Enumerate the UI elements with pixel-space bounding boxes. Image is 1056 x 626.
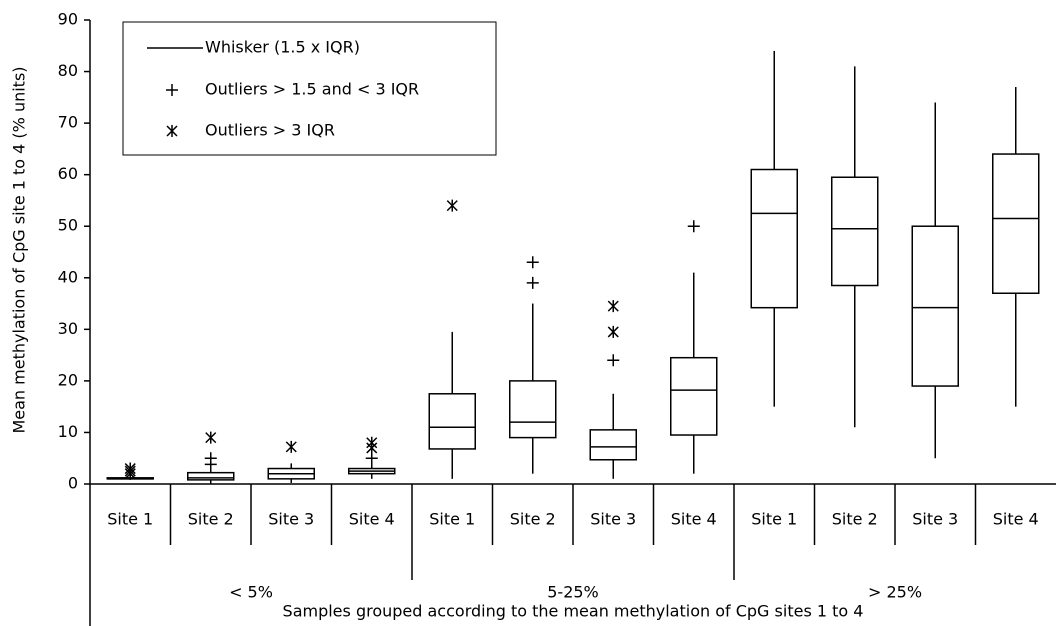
x-axis-label: Samples grouped according to the mean me… bbox=[283, 602, 864, 621]
box bbox=[670, 356, 718, 436]
outlier bbox=[607, 354, 620, 367]
x-tick-label: Site 2 bbox=[188, 510, 234, 529]
x-tick-label: Site 3 bbox=[590, 510, 636, 529]
group-label: 5-25% bbox=[547, 583, 599, 602]
y-tick-label: 90 bbox=[58, 10, 78, 29]
x-tick-label: Site 3 bbox=[268, 510, 314, 529]
x-tick-label: Site 4 bbox=[671, 510, 717, 529]
extreme-outlier bbox=[285, 440, 297, 453]
box bbox=[831, 176, 879, 287]
y-tick-label: 70 bbox=[58, 113, 78, 132]
extreme-outlier bbox=[366, 436, 378, 449]
extreme-outlier bbox=[124, 467, 136, 480]
x-tick-label: Site 4 bbox=[993, 510, 1039, 529]
box bbox=[750, 168, 798, 309]
y-tick-label: 30 bbox=[58, 319, 78, 338]
x-tick-label: Site 1 bbox=[429, 510, 475, 529]
y-tick-label: 0 bbox=[68, 474, 78, 493]
group-label: < 5% bbox=[229, 583, 273, 602]
x-tick-label: Site 3 bbox=[912, 510, 958, 529]
extreme-outlier bbox=[205, 431, 217, 444]
box bbox=[187, 471, 235, 481]
legend-label: Outliers > 3 IQR bbox=[205, 121, 335, 140]
legend-symbol bbox=[166, 125, 178, 137]
y-tick-label: 10 bbox=[58, 422, 78, 441]
box bbox=[911, 225, 959, 387]
legend: Whisker (1.5 x IQR) Outliers > 1.5 and <… bbox=[122, 21, 497, 156]
x-tick-label: Site 4 bbox=[349, 510, 395, 529]
x-tick-label: Site 2 bbox=[510, 510, 556, 529]
x-tick-label: Site 1 bbox=[751, 510, 797, 529]
y-tick-label: 20 bbox=[58, 370, 78, 389]
x-tick-label: Site 1 bbox=[107, 510, 153, 529]
extreme-outlier bbox=[607, 300, 619, 313]
outlier bbox=[204, 458, 217, 471]
outlier bbox=[687, 220, 700, 233]
y-axis-label: Mean methylation of CpG site 1 to 4 (% u… bbox=[10, 66, 29, 433]
legend-box bbox=[122, 21, 497, 156]
extreme-outlier bbox=[446, 199, 458, 212]
outlier bbox=[526, 256, 539, 269]
outlier bbox=[526, 276, 539, 289]
outlier bbox=[365, 452, 378, 465]
box bbox=[589, 429, 637, 461]
box bbox=[428, 393, 476, 450]
extreme-outlier bbox=[607, 325, 619, 338]
x-tick-label: Site 2 bbox=[832, 510, 878, 529]
box bbox=[509, 380, 557, 439]
legend-label: Whisker (1.5 x IQR) bbox=[205, 38, 360, 57]
y-tick-label: 80 bbox=[58, 61, 78, 80]
y-tick-label: 60 bbox=[58, 164, 78, 183]
y-tick-label: 50 bbox=[58, 216, 78, 235]
box bbox=[992, 153, 1040, 294]
legend-symbol bbox=[166, 84, 178, 96]
group-label: > 25% bbox=[868, 583, 922, 602]
legend-label: Outliers > 1.5 and < 3 IQR bbox=[205, 80, 419, 99]
y-tick-label: 40 bbox=[58, 267, 78, 286]
